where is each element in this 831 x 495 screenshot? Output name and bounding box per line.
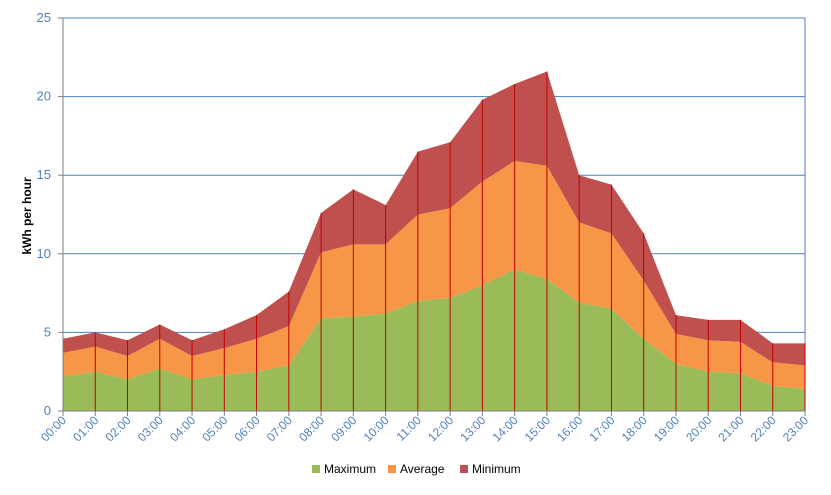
x-tick-labels: 00:00 01:00 02:00 03:00 04:00 05:00 06:00 07:00… [38,413,811,444]
legend: Maximum Average Minimum [312,462,521,476]
x-tick-label-04:00: 04:00 [167,413,198,444]
area-minimum [63,71,805,366]
y-tick-label-20: 20 [37,89,51,104]
x-tick-label-07:00: 07:00 [264,413,295,444]
x-tick-label-20:00: 20:00 [683,413,714,444]
x-tick-label-18:00: 18:00 [619,413,650,444]
x-tick-label-02:00: 02:00 [103,413,134,444]
area-series [63,71,805,411]
x-tick-label-16:00: 16:00 [554,413,585,444]
y-tick-label-0: 0 [44,403,51,418]
drop-lines [62,71,806,411]
x-tick-label-05:00: 05:00 [199,413,230,444]
y-axis-title: kWh per hour [20,177,34,255]
x-tick-label-06:00: 06:00 [232,413,263,444]
legend-swatch-minimum [460,465,468,473]
legend-swatch-maximum [312,465,320,473]
x-tick-label-21:00: 21:00 [715,413,746,444]
y-tick-label-5: 5 [44,324,51,339]
x-tick-label-01:00: 01:00 [70,413,101,444]
x-tick-label-22:00: 22:00 [748,413,779,444]
legend-label-minimum: Minimum [472,462,521,476]
x-tick-label-15:00: 15:00 [522,413,553,444]
area-maximum [63,269,805,411]
x-tick-label-10:00: 10:00 [361,413,392,444]
x-tick-label-13:00: 13:00 [457,413,488,444]
y-tick-label-10: 10 [37,246,51,261]
x-tick-label-23:00: 23:00 [780,413,811,444]
x-tick-label-11:00: 11:00 [393,413,424,444]
x-tick-label-03:00: 03:00 [135,413,166,444]
x-tick-label-17:00: 17:00 [586,413,617,444]
legend-label-average: Average [400,462,445,476]
legend-swatch-average [388,465,396,473]
axes [58,17,806,416]
x-tick-label-00:00: 00:00 [38,413,69,444]
x-tick-label-08:00: 08:00 [296,413,327,444]
y-tick-labels: 0 5 10 15 20 25 [37,10,51,418]
y-tick-label-25: 25 [37,10,51,25]
x-tick-label-12:00: 12:00 [425,413,456,444]
y-tick-label-15: 15 [37,167,51,182]
x-tick-label-09:00: 09:00 [328,413,359,444]
area-average [63,161,805,389]
x-tick-label-14:00: 14:00 [490,413,521,444]
x-tick-label-19:00: 19:00 [651,413,682,444]
legend-label-maximum: Maximum [324,462,376,476]
